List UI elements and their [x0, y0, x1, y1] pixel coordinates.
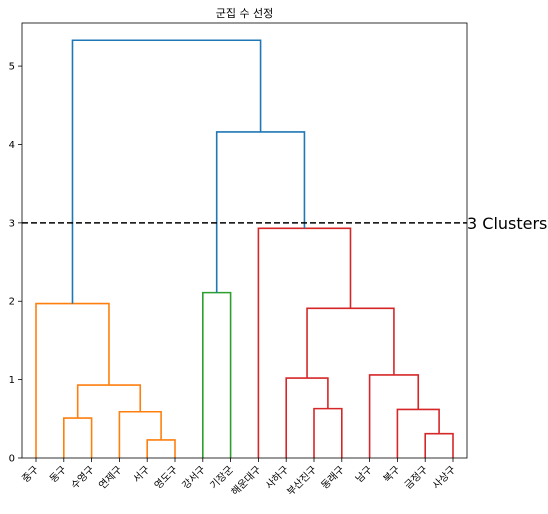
x-tick-label: 북구 — [381, 464, 403, 486]
x-tick-label: 중구 — [20, 464, 42, 486]
y-tick-label: 5 — [9, 62, 15, 73]
dendrogram-link — [313, 407, 343, 458]
dendrogram-link — [368, 374, 420, 458]
dendrogram-link — [306, 307, 395, 379]
x-tick-label: 연제구 — [97, 464, 125, 492]
x-tick-label: 동래구 — [319, 464, 347, 492]
y-tick-label: 1 — [9, 375, 15, 386]
x-tick-label: 사상구 — [430, 464, 458, 492]
x-tick-label: 금정구 — [402, 464, 430, 492]
x-tick-label: 동구 — [47, 464, 69, 486]
dendrogram-link — [285, 377, 329, 458]
y-tick-label: 3 — [9, 218, 15, 229]
chart-title: 군집 수 선정 — [216, 7, 274, 20]
dendrogram-link — [63, 417, 93, 458]
dendrogram-link — [71, 39, 262, 304]
y-tick-label: 0 — [9, 454, 15, 465]
threshold-group: 3 Clusters — [22, 214, 547, 233]
x-tick-label: 남구 — [353, 464, 375, 486]
threshold-label: 3 Clusters — [467, 214, 547, 233]
dendrogram-links — [35, 39, 454, 458]
x-tick-label: 부산진구 — [285, 464, 320, 499]
dendrogram-link — [215, 131, 306, 293]
dendrogram-link — [76, 384, 142, 419]
dendrogram-link — [424, 432, 454, 458]
plot-frame — [21, 22, 468, 459]
dendrogram-link — [146, 439, 176, 458]
y-axis: 0 1 2 3 4 5 — [9, 62, 22, 465]
dendrogram-link — [257, 227, 352, 458]
dendrogram-link — [202, 291, 232, 458]
y-tick-label: 2 — [9, 297, 15, 308]
x-tick-label: 해운대구 — [228, 463, 263, 498]
x-tick-label: 영도구 — [152, 464, 180, 492]
dendrogram-link — [118, 410, 162, 458]
y-tick-label: 4 — [9, 140, 15, 151]
x-tick-label: 강서구 — [180, 464, 208, 492]
dendrogram-link — [35, 302, 110, 458]
x-tick-label: 수영구 — [69, 464, 97, 492]
x-tick-label: 서구 — [131, 464, 153, 486]
